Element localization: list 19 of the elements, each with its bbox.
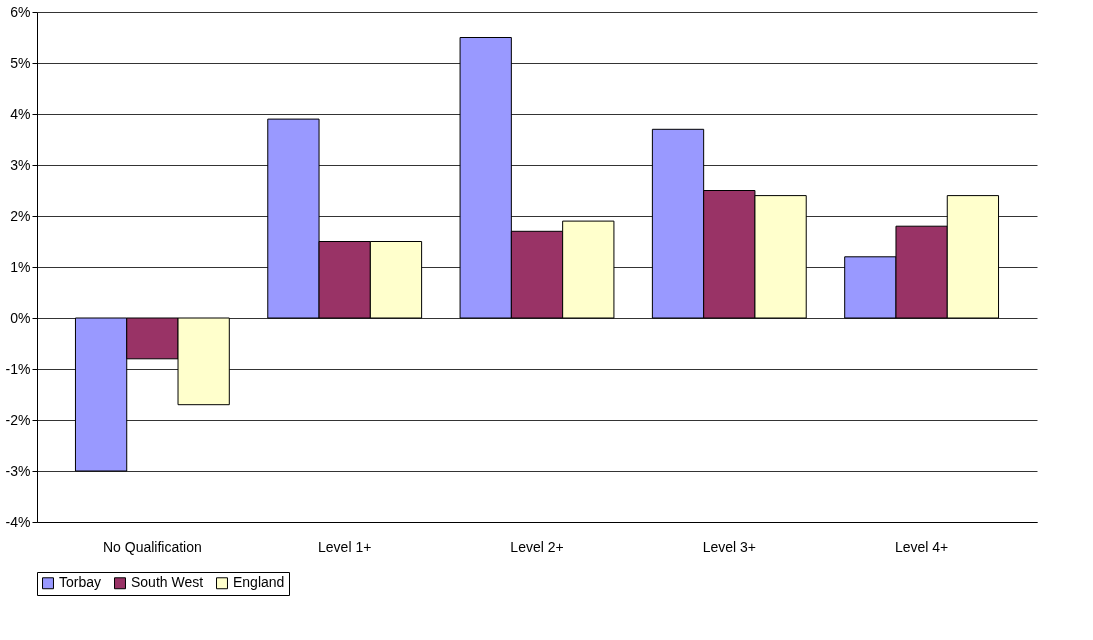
y-tick-label: -3%: [5, 462, 31, 479]
legend-label: Torbay: [59, 574, 102, 591]
y-tick-label: 6%: [10, 3, 31, 20]
y-tick-label: 4%: [10, 105, 31, 122]
y-tick-label: 0%: [10, 309, 31, 326]
y-tick-label: -1%: [5, 360, 31, 377]
y-tick-label: -2%: [5, 411, 31, 428]
y-tick-label: 2%: [10, 207, 31, 224]
x-tick-label: Level 3+: [702, 538, 756, 555]
legend-label: South West: [131, 574, 204, 591]
y-tick-label: 3%: [10, 156, 31, 173]
x-tick-label: No Qualification: [102, 538, 202, 555]
x-tick-label: Level 2+: [510, 538, 564, 555]
y-tick-label: -4%: [5, 513, 31, 530]
x-tick-label: Level 4+: [894, 538, 949, 555]
y-tick-label: 5%: [10, 54, 31, 71]
x-tick-label: Level 1+: [318, 538, 372, 555]
legend-label: England: [233, 574, 285, 591]
y-tick-label: 1%: [10, 258, 31, 275]
